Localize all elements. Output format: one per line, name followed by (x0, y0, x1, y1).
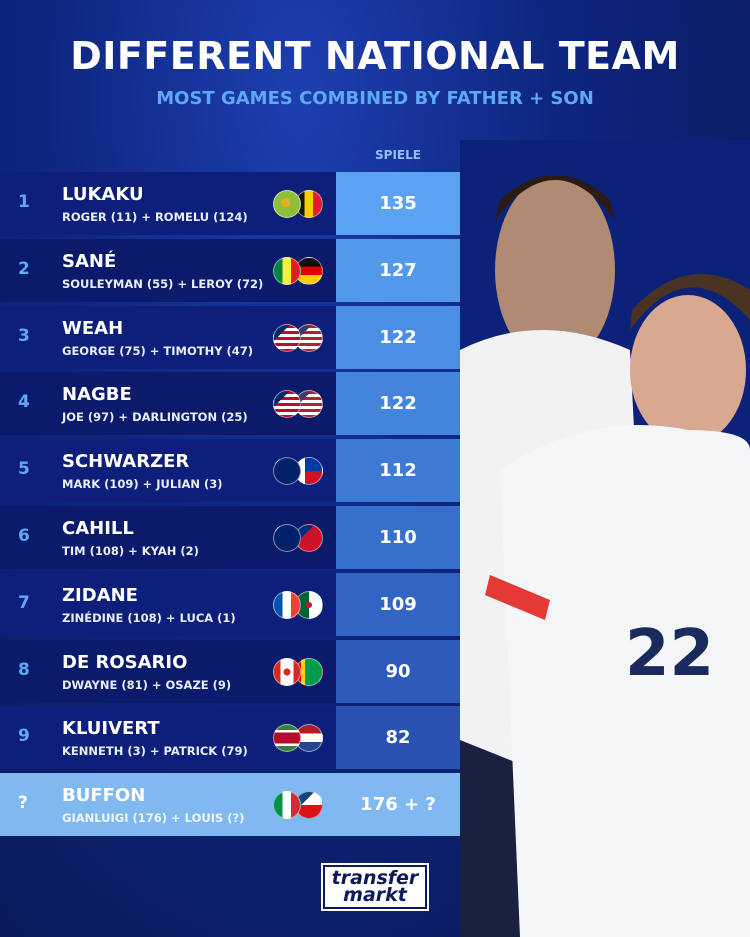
row-info: 7 ZIDANE ZINÉDINE (108) + LUCA (1) (0, 572, 336, 636)
rank: 3 (18, 325, 30, 346)
ranking-row: 5 SCHWARZER MARK (109) + JULIAN (3) 112 (0, 439, 460, 503)
column-header-spiele: SPIELE (375, 148, 421, 162)
father-son-detail: MARK (109) + JULIAN (3) (62, 477, 223, 492)
rank: ? (18, 793, 28, 814)
father-son-detail: JOE (97) + DARLINGTON (25) (62, 410, 248, 425)
ranking-row: 6 CAHILL TIM (108) + KYAH (2) 110 (0, 506, 460, 569)
ranking-row: 8 DE ROSARIO DWAYNE (81) + OSAZE (9) 90 (0, 639, 460, 703)
games-total: 127 (336, 238, 460, 302)
transfermarkt-logo: transfer markt (321, 863, 429, 911)
row-info: 1 LUKAKU ROGER (11) + ROMELU (124) (0, 172, 336, 235)
italy-flag-icon (273, 791, 301, 820)
ranking-row: 9 KLUIVERT KENNETH (3) + PATRICK (79) 82 (0, 706, 460, 770)
row-info: 2 SANÉ SOULEYMAN (55) + LEROY (72) (0, 238, 336, 302)
ranking-row: 7 ZIDANE ZINÉDINE (108) + LUCA (1) 109 (0, 572, 460, 636)
family-name: WEAH (62, 317, 124, 339)
logo-text-1: transfer (331, 867, 419, 889)
ranking-row: 4 NAGBE JOE (97) + DARLINGTON (25) 122 (0, 372, 460, 436)
flags (273, 657, 323, 686)
flags (273, 390, 323, 419)
ranking-row: 2 SANÉ SOULEYMAN (55) + LEROY (72) 127 (0, 238, 460, 302)
australia-flag-icon (273, 524, 301, 552)
family-name: CAHILL (62, 518, 134, 539)
flags (273, 724, 323, 753)
flags (273, 524, 323, 552)
games-total: 82 (336, 706, 460, 770)
family-name: LUKAKU (62, 184, 144, 205)
flags (273, 590, 323, 619)
father-son-detail: KENNETH (3) + PATRICK (79) (62, 744, 248, 759)
father-son-detail: ROGER (11) + ROMELU (124) (62, 210, 248, 224)
father-son-detail: SOULEYMAN (55) + LEROY (72) (62, 276, 264, 291)
zaire-flag-icon (273, 190, 301, 218)
flags (273, 323, 323, 352)
father-son-detail: GEORGE (75) + TIMOTHY (47) (62, 343, 254, 358)
flags (273, 457, 323, 486)
family-name: DE ROSARIO (62, 651, 188, 673)
liberia-flag-icon (273, 323, 301, 352)
family-name: SANÉ (62, 250, 117, 272)
family-name: BUFFON (62, 785, 146, 807)
games-total: 112 (336, 439, 460, 503)
row-info: 4 NAGBE JOE (97) + DARLINGTON (25) (0, 372, 336, 436)
games-total: 109 (336, 572, 460, 636)
ranking-row: 1 LUKAKU ROGER (11) + ROMELU (124) 135 (0, 172, 460, 235)
row-info: 8 DE ROSARIO DWAYNE (81) + OSAZE (9) (0, 639, 336, 703)
rank: 8 (18, 659, 30, 680)
games-total: 135 (336, 172, 460, 235)
games-total: 110 (336, 506, 460, 569)
senegal-flag-icon (273, 256, 301, 285)
rank: 4 (18, 392, 30, 413)
liberia-flag-icon (273, 390, 301, 419)
family-name: ZIDANE (62, 584, 138, 606)
row-info: 3 WEAH GEORGE (75) + TIMOTHY (47) (0, 305, 336, 369)
row-info: 9 KLUIVERT KENNETH (3) + PATRICK (79) (0, 706, 336, 770)
games-total: 122 (336, 372, 460, 436)
canada-flag-icon (273, 657, 301, 686)
family-name: SCHWARZER (62, 451, 190, 473)
page-subtitle: MOST GAMES COMBINED BY FATHER + SON (156, 88, 594, 109)
flags (273, 791, 323, 820)
flags (273, 190, 323, 218)
ranking-row: 3 WEAH GEORGE (75) + TIMOTHY (47) 122 (0, 305, 460, 369)
family-name: KLUIVERT (62, 718, 160, 740)
father-son-detail: TIM (108) + KYAH (2) (62, 544, 199, 558)
suriname-flag-icon (273, 724, 301, 753)
ranking-row: ? BUFFON GIANLUIGI (176) + LOUIS (?) 176… (0, 773, 460, 837)
rank: 1 (18, 192, 30, 212)
rank: 7 (18, 592, 30, 613)
father-son-detail: ZINÉDINE (108) + LUCA (1) (62, 610, 236, 625)
france-flag-icon (273, 590, 301, 619)
rank: 6 (18, 526, 30, 546)
row-info: ? BUFFON GIANLUIGI (176) + LOUIS (?) (0, 773, 336, 837)
logo-text-2: markt (343, 884, 407, 906)
rank: 2 (18, 258, 30, 279)
flags (273, 256, 323, 285)
shirt-number: 22 (625, 617, 714, 691)
belgium-flag-icon (295, 190, 323, 218)
row-info: 6 CAHILL TIM (108) + KYAH (2) (0, 506, 336, 569)
australia-flag-icon (273, 457, 301, 486)
games-total: 90 (336, 639, 460, 703)
games-total: 176 + ? (336, 773, 460, 837)
father-son-detail: GIANLUIGI (176) + LOUIS (?) (62, 811, 245, 826)
father-son-detail: DWAYNE (81) + OSAZE (9) (62, 677, 232, 692)
family-name: NAGBE (62, 384, 132, 406)
players-photo: 22 (460, 140, 750, 937)
row-info: 5 SCHWARZER MARK (109) + JULIAN (3) (0, 439, 336, 503)
rank: 5 (18, 459, 30, 480)
page-title: DIFFERENT NATIONAL TEAM (70, 34, 680, 78)
games-total: 122 (336, 305, 460, 369)
rank: 9 (18, 726, 30, 747)
